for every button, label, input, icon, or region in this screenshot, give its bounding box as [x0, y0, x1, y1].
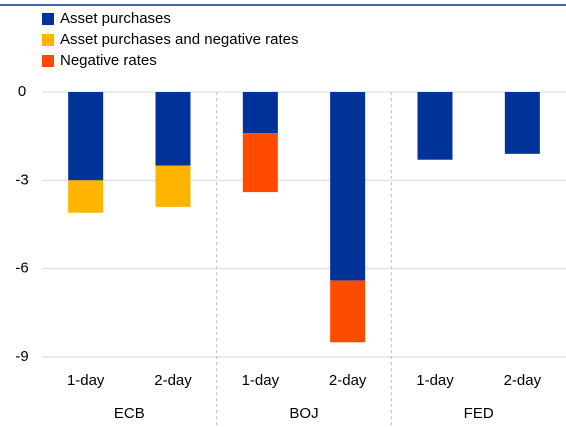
- legend-swatch: [42, 55, 54, 67]
- x-tick-label: 1-day: [242, 372, 280, 389]
- bar-segment: [417, 92, 453, 160]
- x-tick-label: 2-day: [154, 372, 192, 389]
- legend-label: Asset purchases and negative rates: [60, 31, 298, 48]
- x-tick-label: 2-day: [504, 372, 542, 389]
- group-label: ECB: [114, 405, 145, 422]
- bar-segment: [155, 165, 191, 207]
- legend-swatch: [42, 34, 54, 46]
- legend-swatch: [42, 13, 54, 25]
- bar-segment: [504, 92, 540, 154]
- bar-segment: [330, 92, 366, 281]
- bar-segment: [330, 280, 366, 343]
- legend-label: Negative rates: [60, 52, 157, 69]
- bar-segment: [242, 92, 278, 134]
- y-tick-label: 0: [18, 83, 26, 100]
- y-tick-label: -6: [15, 260, 28, 277]
- x-tick-label: 1-day: [416, 372, 454, 389]
- group-label: BOJ: [289, 405, 318, 422]
- bar-segment: [242, 133, 278, 193]
- x-tick-label: 2-day: [329, 372, 367, 389]
- x-tick-label: 1-day: [67, 372, 105, 389]
- bar-segment: [68, 92, 104, 181]
- y-tick-label: -9: [15, 348, 28, 365]
- group-label: FED: [464, 405, 494, 422]
- y-tick-label: -3: [15, 171, 28, 188]
- legend-label: Asset purchases: [60, 10, 171, 27]
- bar-segment: [68, 180, 104, 213]
- bar-segment: [155, 92, 191, 166]
